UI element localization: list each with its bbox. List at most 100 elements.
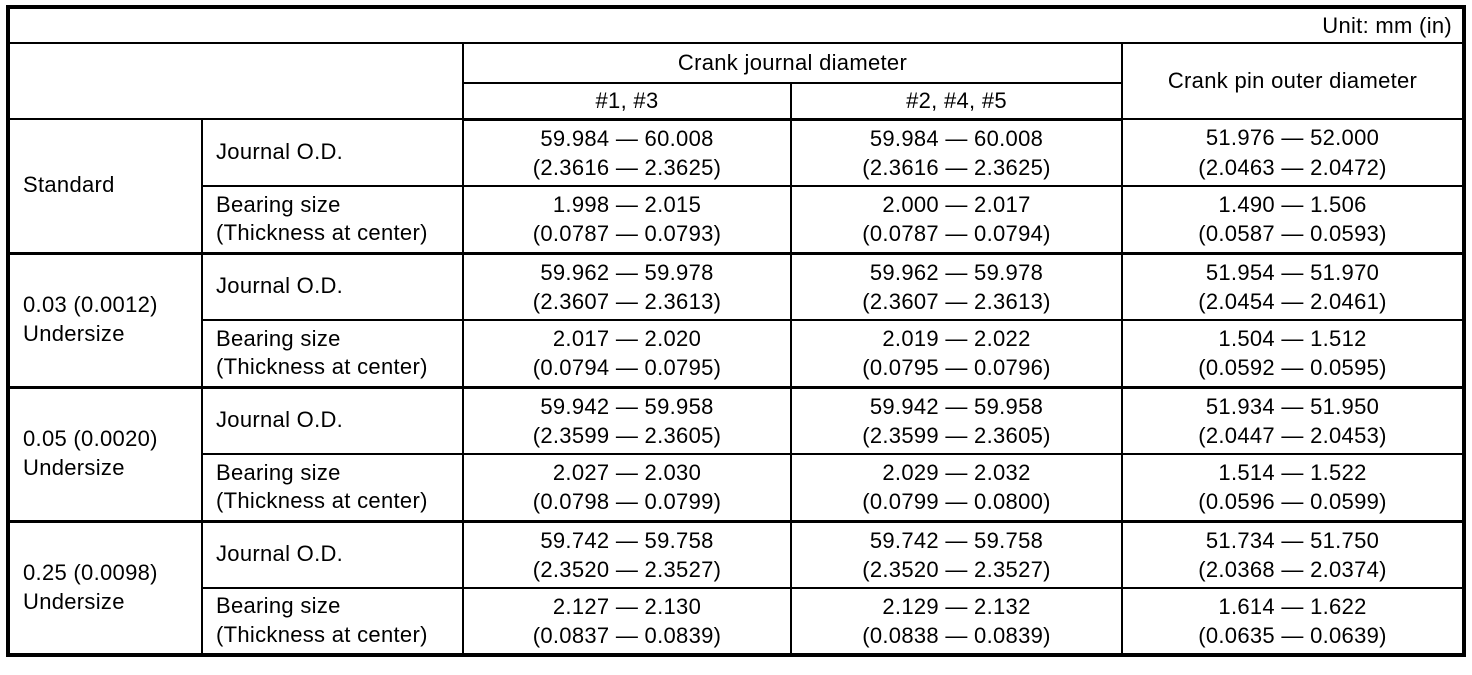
spec-cell-025-journal-245: 59.742 — 59.758 (2.3520 — 2.3527): [790, 519, 1123, 589]
spec-mm: 51.954 — 51.970: [1205, 259, 1380, 285]
spec-in: (0.0587 — 0.0593): [1198, 221, 1387, 247]
spec-in: (2.3616 — 2.3625): [862, 154, 1051, 180]
spec-mm: 59.984 — 60.008: [540, 125, 714, 151]
row-label-text-line2: (Thickness at center): [216, 622, 428, 647]
spec-in: (0.0592 — 0.0595): [1198, 355, 1387, 381]
spec-cell-003-journal-pin: 51.954 — 51.970 (2.0454 — 2.0461): [1120, 251, 1466, 321]
spec-mm: 59.984 — 60.008: [869, 125, 1044, 151]
table-row-005-bearing: Bearing size (Thickness at center) 2.027…: [8, 453, 1466, 522]
spec-in: (0.0787 — 0.0794): [862, 221, 1051, 247]
spec-mm: 51.934 — 51.950: [1205, 393, 1380, 419]
spec-mm: 59.962 — 59.978: [540, 259, 714, 285]
row-label-bearing-size: Bearing size (Thickness at center): [201, 587, 464, 656]
header-row-1: Crank journal diameter Crank pin outer d…: [7, 42, 1466, 120]
size-label-line1: 0.25 (0.0098): [23, 560, 158, 586]
row-label-journal-od: Journal O.D.: [201, 385, 464, 455]
spec-in: (2.0454 — 2.0461): [1198, 288, 1387, 314]
spec-cell-005-bearing-245: 2.029 — 2.032 (0.0799 — 0.0800): [790, 453, 1123, 522]
row-label-text-line1: Bearing size: [216, 459, 341, 485]
row-label-journal-od: Journal O.D.: [201, 519, 464, 589]
spec-cell-003-bearing-pin: 1.504 — 1.512 (0.0592 — 0.0595): [1120, 319, 1466, 388]
spec-in: (0.0794 — 0.0795): [532, 355, 722, 381]
spec-cell-standard-bearing-13: 1.998 — 2.015 (0.0787 — 0.0793): [462, 185, 792, 254]
table-row-025-bearing: Bearing size (Thickness at center) 2.127…: [8, 587, 1466, 656]
header-crank-journal-diameter: Crank journal diameter: [462, 42, 1123, 84]
spec-mm: 59.962 — 59.978: [869, 259, 1044, 285]
spec-cell-025-journal-pin: 51.734 — 51.750 (2.0368 — 2.0374): [1120, 519, 1466, 589]
spec-in: (0.0838 — 0.0839): [862, 623, 1051, 648]
spec-mm: 2.019 — 2.022: [882, 326, 1031, 351]
spec-in: (0.0635 — 0.0639): [1198, 623, 1387, 648]
spec-in: (2.3607 — 2.3613): [532, 288, 722, 314]
spec-mm: 1.998 — 2.015: [552, 192, 702, 217]
spec-mm: 1.490 — 1.506: [1218, 192, 1367, 217]
row-label-bearing-size: Bearing size (Thickness at center): [201, 319, 464, 388]
unit-label: Unit: mm (in): [6, 6, 1466, 44]
spec-in: (2.3607 — 2.3613): [862, 288, 1051, 314]
size-label-line1: Standard: [23, 172, 115, 198]
row-label-text-line1: Bearing size: [216, 593, 341, 619]
spec-in: (2.3599 — 2.3605): [532, 422, 722, 448]
size-label-standard: Standard: [7, 118, 203, 254]
table-row-standard-journal: Standard Journal O.D. 59.984 — 60.008 (2…: [7, 118, 1466, 254]
unit-row: Unit: mm (in): [6, 6, 1466, 44]
empty-header-cell: [7, 42, 464, 120]
spec-cell-005-bearing-pin: 1.514 — 1.522 (0.0596 — 0.0599): [1120, 453, 1466, 522]
row-label-bearing-size: Bearing size (Thickness at center): [201, 185, 464, 254]
spec-cell-standard-journal-245: 59.984 — 60.008 (2.3616 — 2.3625): [790, 118, 1123, 187]
spec-mm: 1.504 — 1.512: [1218, 326, 1367, 351]
spec-cell-005-journal-245: 59.942 — 59.958 (2.3599 — 2.3605): [790, 385, 1123, 455]
row-label-journal-od: Journal O.D.: [201, 118, 464, 187]
row-label-text-line2: (Thickness at center): [216, 220, 428, 246]
spec-mm: 2.017 — 2.020: [552, 326, 702, 351]
spec-mm: 1.514 — 1.522: [1218, 460, 1367, 485]
row-label-text-line2: (Thickness at center): [216, 488, 428, 514]
spec-cell-025-bearing-13: 2.127 — 2.130 (0.0837 — 0.0839): [462, 587, 792, 656]
row-label-journal-od: Journal O.D.: [201, 251, 464, 321]
spec-mm: 1.614 — 1.622: [1218, 593, 1367, 619]
spec-cell-standard-journal-pin: 51.976 — 52.000 (2.0463 — 2.0472): [1120, 118, 1466, 187]
size-label-003-undersize: 0.03 (0.0012) Undersize: [7, 251, 203, 388]
table-row-025-journal: 0.25 (0.0098) Undersize Journal O.D. 59.…: [7, 519, 1466, 656]
table-row-003-journal: 0.03 (0.0012) Undersize Journal O.D. 59.…: [7, 251, 1466, 388]
spec-cell-standard-bearing-245: 2.000 — 2.017 (0.0787 — 0.0794): [790, 185, 1123, 254]
spec-mm: 2.127 — 2.130: [552, 593, 702, 619]
crank-journal-spec-table: Unit: mm (in) Crank journal diameter Cra…: [6, 5, 1467, 657]
row-label-text: Journal O.D.: [216, 407, 344, 433]
row-label-bearing-size: Bearing size (Thickness at center): [201, 453, 464, 522]
spec-cell-003-journal-13: 59.962 — 59.978 (2.3607 — 2.3613): [462, 251, 792, 321]
spec-in: (2.3616 — 2.3625): [532, 154, 722, 180]
spec-mm: 59.742 — 59.758: [540, 527, 714, 553]
spec-in: (2.0463 — 2.0472): [1198, 154, 1387, 180]
spec-in: (2.0368 — 2.0374): [1198, 556, 1387, 582]
row-label-text-line1: Bearing size: [216, 325, 341, 351]
spec-in: (0.0837 — 0.0839): [532, 623, 722, 648]
spec-cell-025-bearing-pin: 1.614 — 1.622 (0.0635 — 0.0639): [1120, 587, 1466, 656]
spec-cell-005-bearing-13: 2.027 — 2.030 (0.0798 — 0.0799): [462, 453, 792, 522]
spec-in: (0.0799 — 0.0800): [862, 489, 1051, 515]
spec-cell-standard-journal-13: 59.984 — 60.008 (2.3616 — 2.3625): [462, 118, 792, 187]
table-row-005-journal: 0.05 (0.0020) Undersize Journal O.D. 59.…: [7, 385, 1466, 522]
spec-in: (0.0787 — 0.0793): [532, 221, 722, 247]
spec-cell-025-bearing-245: 2.129 — 2.132 (0.0838 — 0.0839): [790, 587, 1123, 656]
header-journals-2-4-5: #2, #4, #5: [790, 82, 1123, 121]
spec-cell-standard-bearing-pin: 1.490 — 1.506 (0.0587 — 0.0593): [1120, 185, 1466, 254]
header-crank-pin-outer-diameter: Crank pin outer diameter: [1120, 42, 1466, 120]
size-label-line2: Undersize: [23, 321, 125, 346]
spec-in: (2.3520 — 2.3527): [532, 556, 722, 582]
spec-in: (2.3599 — 2.3605): [862, 422, 1051, 448]
size-label-line1: 0.05 (0.0020): [23, 426, 158, 452]
header-row-2: #1, #3 #2, #4, #5: [8, 82, 1464, 121]
spec-cell-003-journal-245: 59.962 — 59.978 (2.3607 — 2.3613): [790, 251, 1123, 321]
size-label-line2: Undersize: [23, 455, 125, 480]
spec-in: (0.0798 — 0.0799): [532, 489, 722, 515]
row-label-text: Journal O.D.: [216, 541, 344, 567]
size-label-line1: 0.03 (0.0012): [23, 292, 158, 318]
row-label-text: Journal O.D.: [216, 273, 344, 299]
spec-in: (0.0795 — 0.0796): [862, 355, 1051, 381]
header-journals-1-3: #1, #3: [462, 82, 792, 121]
spec-mm: 59.942 — 59.958: [540, 393, 714, 419]
spec-in: (2.3520 — 2.3527): [862, 556, 1051, 582]
spec-in: (2.0447 — 2.0453): [1198, 422, 1387, 448]
table-row-003-bearing: Bearing size (Thickness at center) 2.017…: [8, 319, 1466, 388]
